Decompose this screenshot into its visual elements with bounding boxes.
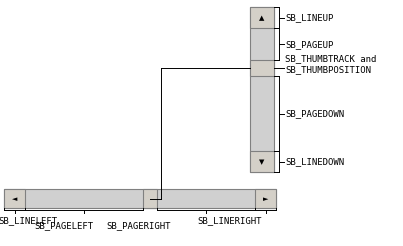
Text: SB_THUMBPOSITION: SB_THUMBPOSITION bbox=[285, 65, 371, 74]
Text: SB_LINEDOWN: SB_LINEDOWN bbox=[285, 157, 345, 166]
Text: ►: ► bbox=[263, 196, 268, 202]
Text: SB_LINELEFT: SB_LINELEFT bbox=[0, 216, 57, 225]
Text: SB_THUMBTRACK and: SB_THUMBTRACK and bbox=[285, 54, 377, 63]
Bar bbox=[250, 7, 274, 172]
Bar bbox=[143, 189, 157, 208]
Text: SB_PAGERIGHT: SB_PAGERIGHT bbox=[107, 221, 171, 230]
Text: SB_PAGEUP: SB_PAGEUP bbox=[285, 40, 334, 49]
Bar bbox=[4, 189, 276, 208]
Text: ◄: ◄ bbox=[12, 196, 17, 202]
Text: ▲: ▲ bbox=[259, 15, 265, 21]
Bar bbox=[4, 189, 25, 208]
Text: SB_LINEUP: SB_LINEUP bbox=[285, 13, 334, 22]
Bar bbox=[250, 7, 274, 28]
Bar bbox=[255, 189, 276, 208]
Text: ▼: ▼ bbox=[259, 159, 265, 165]
Text: SB_PAGEDOWN: SB_PAGEDOWN bbox=[285, 109, 345, 118]
Bar bbox=[250, 151, 274, 172]
Text: SB_PAGELEFT: SB_PAGELEFT bbox=[34, 221, 93, 230]
Text: SB_LINERIGHT: SB_LINERIGHT bbox=[197, 216, 262, 225]
Bar bbox=[250, 60, 274, 76]
